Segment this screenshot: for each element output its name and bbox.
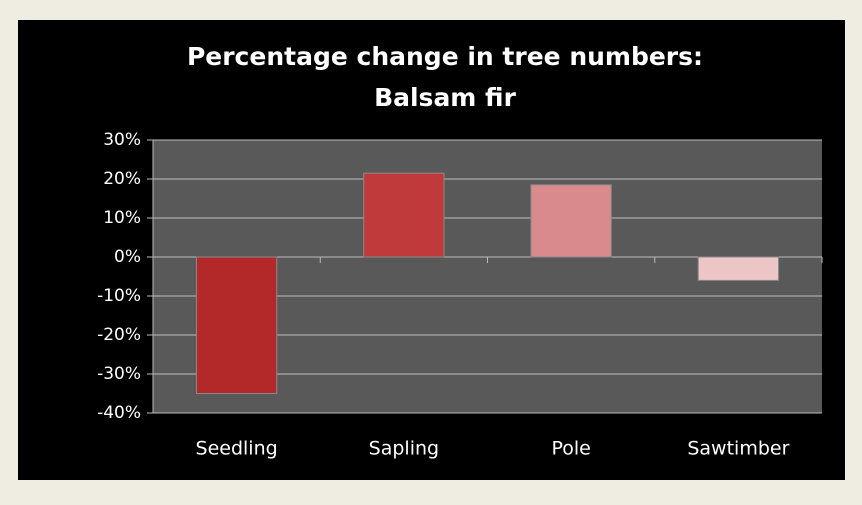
x-tick-label: Sawtimber — [687, 438, 789, 460]
x-tick-label: Sapling — [369, 438, 439, 460]
y-tick-label: 10% — [103, 208, 141, 228]
y-tick-label: 20% — [103, 169, 141, 189]
bar — [363, 172, 445, 258]
x-tick-label: Seedling — [196, 438, 278, 460]
bar — [697, 256, 780, 281]
y-tick-label: 30% — [103, 130, 141, 150]
y-tick-label: 0% — [114, 247, 141, 267]
bar — [530, 184, 612, 258]
y-tick-label: -20% — [97, 325, 141, 345]
x-tick-label: Pole — [551, 438, 590, 460]
y-tick-label: -10% — [97, 286, 141, 306]
y-tick-label: -40% — [97, 403, 141, 423]
chart-title: Percentage change in tree numbers: — [187, 42, 703, 71]
bar — [195, 256, 278, 394]
y-tick-label: -30% — [97, 364, 141, 384]
chart-title: Balsam fir — [374, 83, 517, 112]
